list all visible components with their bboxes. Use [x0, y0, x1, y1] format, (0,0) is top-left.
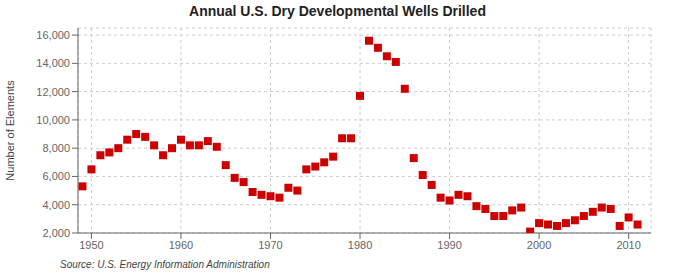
svg-text:12,000: 12,000: [36, 86, 70, 98]
svg-text:8,000: 8,000: [42, 142, 70, 154]
svg-text:2,000: 2,000: [42, 227, 70, 239]
html-text:Annual U.S. Dry Developmental: Annual U.S. Dry Developmental Wells Dril…: [189, 3, 486, 19]
svg-text:2010: 2010: [616, 239, 640, 251]
svg-text:6,000: 6,000: [42, 170, 70, 182]
svg-text:1970: 1970: [258, 239, 282, 251]
svg-text:1980: 1980: [348, 239, 372, 251]
svg-text:2000: 2000: [527, 239, 551, 251]
svg-text:10,000: 10,000: [36, 114, 70, 126]
svg-text:14,000: 14,000: [36, 57, 70, 69]
svg-text:4,000: 4,000: [42, 199, 70, 211]
svg-text:Number of Elements: Number of Elements: [8, 80, 16, 181]
svg-text:16,000: 16,000: [36, 29, 70, 41]
svg-text:1990: 1990: [437, 239, 461, 251]
svg-text:1960: 1960: [169, 239, 193, 251]
html-text:Source: U.S. Energy Informatio: Source: U.S. Energy Information Administ…: [60, 259, 270, 270]
svg-text:1950: 1950: [79, 239, 103, 251]
